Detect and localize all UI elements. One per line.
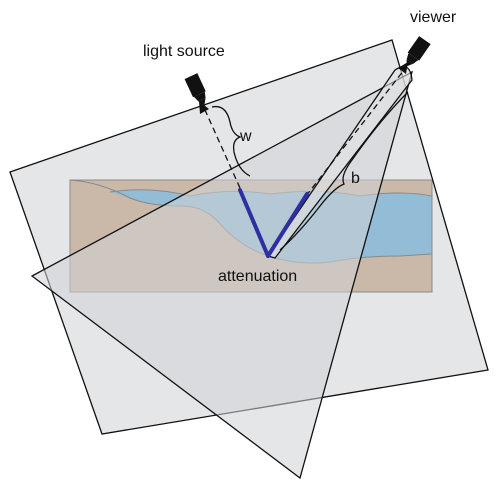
b-label: b: [351, 170, 360, 187]
viewer-camera-icon: [406, 36, 431, 67]
attenuation-label: attenuation: [218, 268, 297, 285]
light-source-camera-icon: [184, 73, 206, 106]
w-label: w: [239, 128, 252, 145]
view-ray-dashed: [305, 69, 405, 197]
light-path-in-water: [238, 188, 270, 258]
light-ray-arrowhead: [199, 101, 209, 114]
light-source-label: light source: [143, 43, 225, 60]
brace-w: [211, 105, 251, 177]
view-frustum: [30, 70, 414, 480]
view-beam: [266, 66, 413, 259]
light-ray-dashed: [204, 109, 241, 189]
viewer-label: viewer: [410, 9, 457, 26]
brace-b: [279, 91, 409, 251]
view-ray-arrowhead: [398, 62, 408, 74]
attenuation-path: [238, 188, 309, 258]
view-path-in-water: [266, 192, 309, 258]
